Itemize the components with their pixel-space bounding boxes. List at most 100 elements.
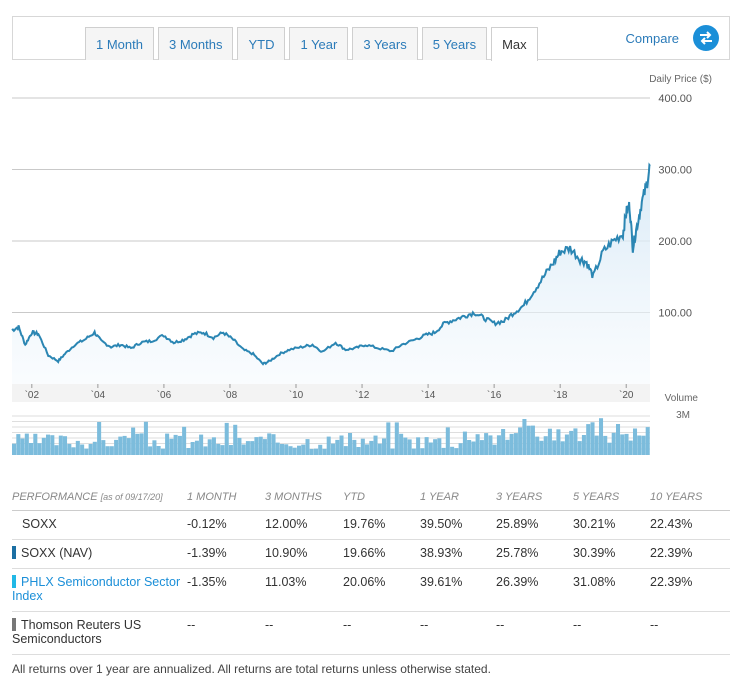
volume-bar: [348, 433, 353, 455]
volume-bar: [233, 424, 238, 455]
volume-bar: [530, 425, 535, 455]
cell: -1.39%: [187, 539, 265, 569]
volume-bar: [88, 444, 93, 455]
y-tick-label: 200.00: [658, 236, 692, 248]
volume-bar: [267, 433, 272, 455]
nav-swatch: [12, 546, 16, 559]
cell: -0.12%: [187, 510, 265, 540]
volume-bar: [335, 439, 340, 455]
volume-bar: [505, 439, 510, 455]
volume-bar: [373, 435, 378, 455]
volume-bar: [637, 435, 642, 455]
volume-bar: [118, 436, 123, 455]
tab-3-years[interactable]: 3 Years: [352, 27, 418, 60]
table-row: SOXX (NAV) -1.39% 10.90% 19.66% 38.93% 2…: [12, 539, 730, 569]
tab-max[interactable]: Max: [491, 27, 538, 61]
volume-bar: [156, 446, 161, 455]
volume-bar: [297, 445, 302, 455]
volume-bar: [84, 448, 89, 455]
volume-bar: [301, 444, 306, 455]
volume-bar: [135, 433, 140, 455]
volume-bar: [105, 446, 110, 455]
row-name-cell: PHLX Semiconductor Sector Index: [12, 568, 187, 612]
volume-bar: [220, 445, 225, 455]
cell: 20.06%: [343, 568, 420, 612]
cell: 22.39%: [650, 568, 730, 612]
volume-bar: [543, 436, 548, 455]
volume-bar: [309, 448, 314, 455]
x-tick-label: `06: [157, 389, 172, 401]
volume-bar: [467, 440, 472, 455]
volume-bar: [92, 441, 97, 455]
col-10-years: 10 YEARS: [650, 486, 730, 511]
volume-bar: [280, 444, 285, 455]
tab-ytd[interactable]: YTD: [237, 27, 286, 60]
volume-bar: [594, 435, 599, 455]
table-row: Thomson Reuters US Semiconductors -- -- …: [12, 611, 730, 655]
volume-bar: [241, 444, 246, 455]
volume-bar: [75, 440, 80, 455]
volume-bar: [186, 448, 191, 455]
volume-bar: [152, 440, 157, 455]
volume-bar: [603, 435, 608, 455]
index-swatch: [12, 575, 16, 588]
y-axis-label: Daily Price ($): [649, 74, 712, 85]
cell: 30.39%: [573, 539, 650, 569]
volume-bar: [454, 448, 459, 455]
volume-bar: [518, 427, 523, 455]
volume-bar: [254, 437, 259, 455]
volume-bar: [160, 448, 165, 455]
performance-header: PERFORMANCE: [12, 491, 98, 503]
volume-bar: [314, 448, 319, 455]
cell: --: [343, 611, 420, 655]
row-name: SOXX (NAV): [21, 546, 93, 560]
volume-bar: [292, 447, 297, 455]
col-3-years: 3 YEARS: [496, 486, 573, 511]
tab-1-year[interactable]: 1 Year: [289, 27, 349, 60]
volume-bar: [71, 447, 76, 455]
tab-3-months[interactable]: 3 Months: [157, 27, 234, 60]
volume-bar: [394, 422, 399, 455]
volume-bar: [109, 446, 114, 455]
volume-bar: [399, 433, 404, 455]
volume-bar: [569, 430, 574, 455]
row-name-cell: Thomson Reuters US Semiconductors: [12, 611, 187, 655]
volume-bar: [326, 436, 331, 455]
volume-bar: [560, 441, 565, 455]
volume-bar: [203, 446, 208, 455]
volume-bar: [407, 439, 412, 455]
compare-button[interactable]: Compare: [626, 25, 719, 51]
volume-bar: [177, 435, 182, 455]
volume-bar: [573, 428, 578, 455]
volume-bar: [433, 439, 438, 455]
range-toolbar: 1 Month 3 Months YTD 1 Year 3 Years 5 Ye…: [12, 16, 730, 61]
volume-bar: [471, 441, 476, 455]
cell: 10.90%: [265, 539, 343, 569]
volume-bar: [288, 446, 293, 455]
volume-bar: [424, 437, 429, 455]
compare-label: Compare: [625, 30, 679, 46]
volume-bar: [250, 441, 255, 455]
volume-bar: [445, 427, 450, 455]
price-chart: Daily Price ($) 100.00 200.00 300.00 400.00 `…: [11, 74, 712, 455]
volume-bar: [484, 433, 489, 455]
tab-1-month[interactable]: 1 Month: [85, 27, 154, 60]
volume-bar: [611, 432, 616, 455]
tab-5-years[interactable]: 5 Years: [421, 27, 488, 60]
volume-bar: [122, 435, 127, 455]
volume-bar: [46, 434, 51, 455]
volume-bar: [547, 428, 552, 455]
cell: --: [187, 611, 265, 655]
volume-bar: [496, 435, 501, 455]
col-1-month: 1 MONTH: [187, 486, 265, 511]
volume-bar: [616, 424, 621, 455]
volume-bar: [211, 437, 216, 455]
volume-bar: [369, 440, 374, 455]
row-name: SOXX: [12, 510, 187, 540]
index-link[interactable]: PHLX Semiconductor Sector Index: [12, 575, 181, 603]
volume-bar: [126, 438, 131, 455]
row-name: Thomson Reuters US Semiconductors: [12, 618, 142, 646]
cell: 38.93%: [420, 539, 496, 569]
volume-title: Volume: [665, 393, 699, 404]
volume-bar: [165, 433, 170, 455]
